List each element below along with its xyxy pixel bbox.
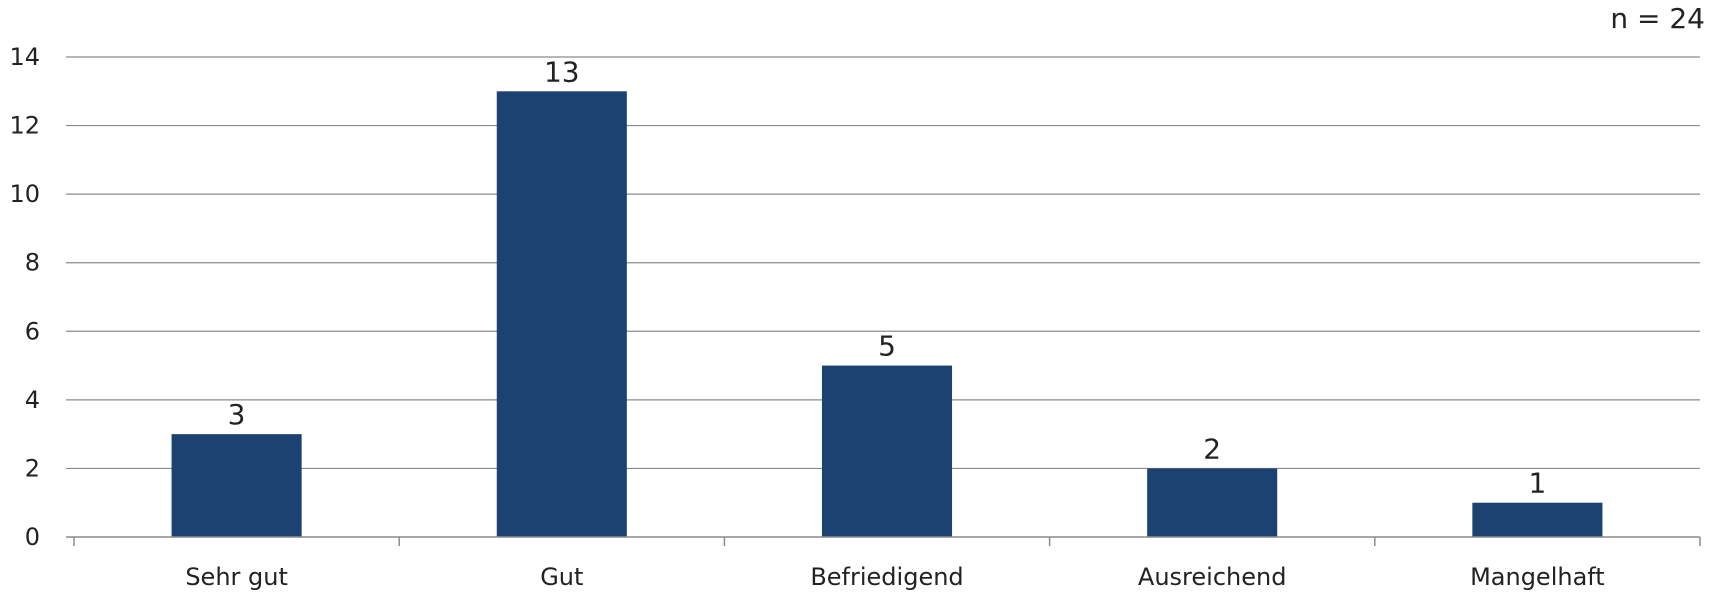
y-tick-label-0: 0 — [25, 523, 40, 551]
bar-befriedigend — [821, 365, 953, 537]
data-label-befriedigend: 5 — [878, 330, 896, 363]
x-axis — [66, 536, 1701, 546]
y-tick-label-12: 12 — [9, 112, 40, 140]
y-tick-label-10: 10 — [9, 180, 40, 208]
gridlines — [66, 56, 1700, 470]
y-tick-label-6: 6 — [25, 317, 40, 345]
sample-size-annotation: n = 24 — [1610, 2, 1705, 35]
category-label-sehr-gut: Sehr gut — [185, 563, 288, 591]
category-label-befriedigend: Befriedigend — [810, 563, 963, 591]
y-tick-label-8: 8 — [25, 249, 40, 277]
data-label-ausreichend: 2 — [1203, 432, 1221, 465]
y-tick-label-4: 4 — [25, 386, 40, 414]
bar-ausreichend — [1147, 468, 1278, 537]
y-tick-label-2: 2 — [25, 454, 40, 482]
data-label-gut: 13 — [544, 55, 580, 88]
category-label-gut: Gut — [540, 563, 583, 591]
x-axis-category-labels: Sehr gut Gut Befriedigend Ausreichend Mangel… — [185, 563, 1604, 591]
data-label-sehr-gut: 3 — [228, 398, 246, 431]
category-label-ausreichend: Ausreichend — [1138, 563, 1287, 591]
category-label-mangelhaft: Mangelhaft — [1470, 563, 1605, 591]
bar-mangelhaft — [1472, 502, 1603, 537]
bars — [171, 91, 1603, 538]
bar-gut — [496, 91, 627, 538]
data-labels: 3 13 5 2 1 — [228, 55, 1547, 499]
y-tick-label-14: 14 — [9, 43, 40, 71]
data-label-mangelhaft: 1 — [1528, 467, 1546, 500]
bar-sehr-gut — [171, 434, 302, 537]
y-axis-tick-labels: 0 2 4 6 8 10 12 14 — [9, 43, 40, 551]
